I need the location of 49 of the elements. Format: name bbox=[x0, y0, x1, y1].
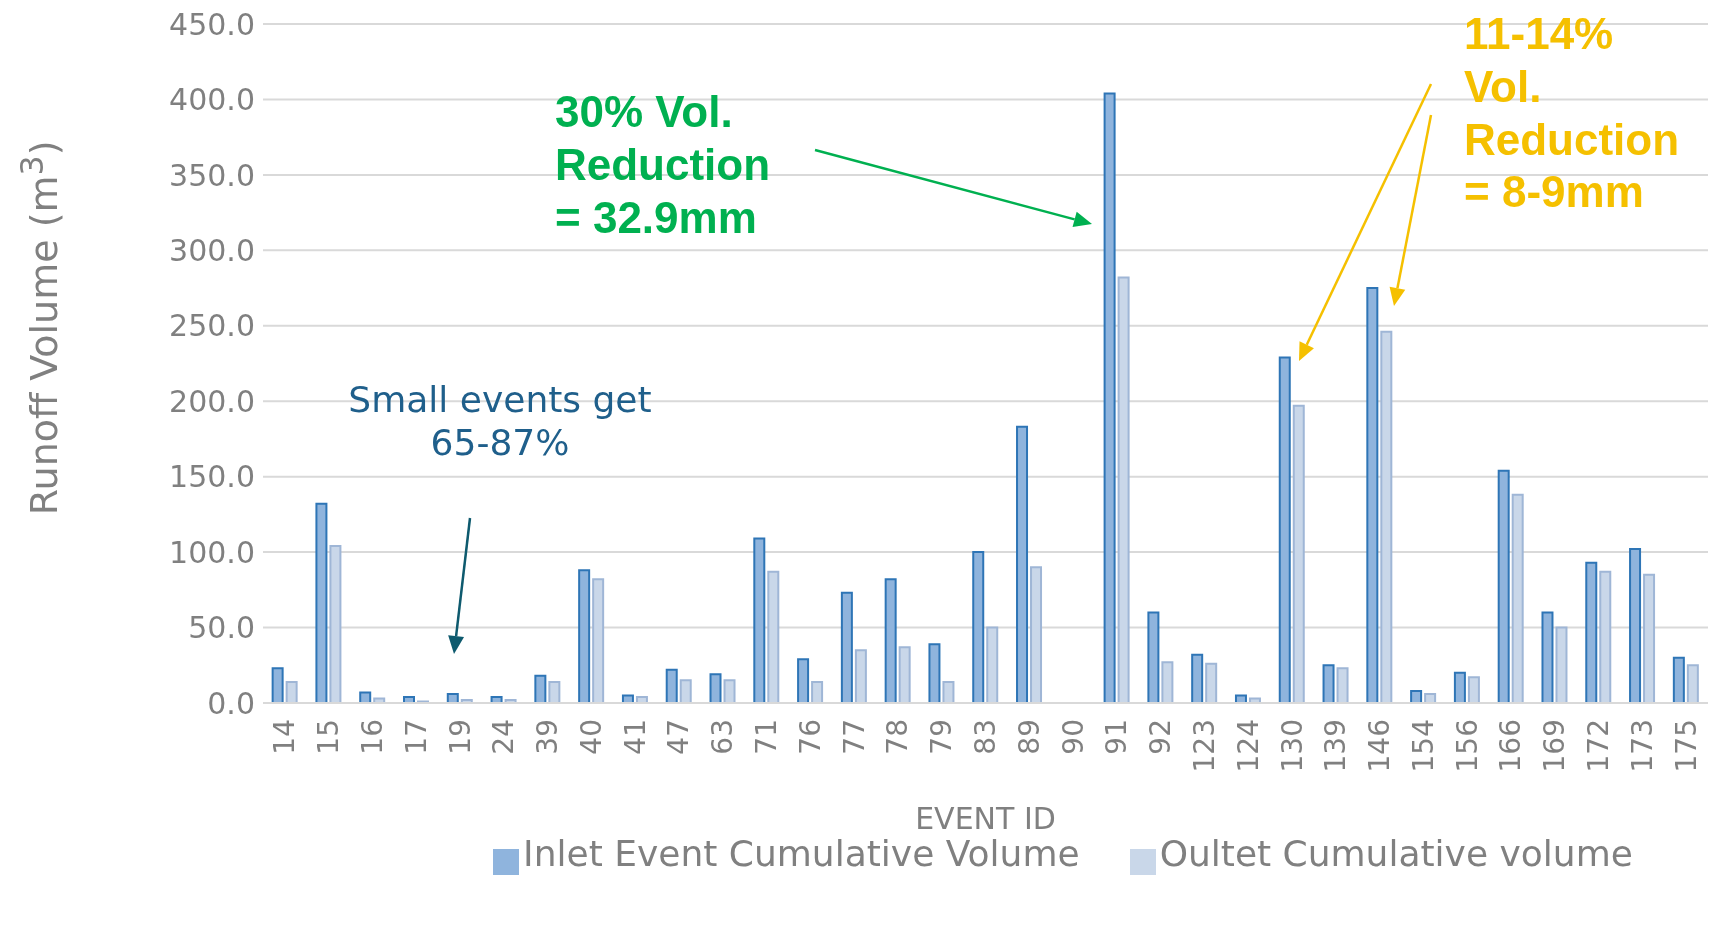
x-tick-label: 169 bbox=[1538, 719, 1572, 773]
x-tick-label: 90 bbox=[1056, 719, 1090, 755]
x-tick-label: 173 bbox=[1625, 719, 1659, 773]
x-tick-label: 14 bbox=[268, 719, 302, 755]
x-tick-label: 172 bbox=[1582, 719, 1616, 773]
y-tick-label: 100.0 bbox=[169, 534, 255, 570]
x-tick-label: 71 bbox=[750, 719, 784, 755]
y-tick-label: 350.0 bbox=[169, 157, 255, 193]
y-tick-label: 50.0 bbox=[188, 610, 255, 646]
annotation: Small events get 65-87% bbox=[347, 378, 653, 465]
x-tick-label: 175 bbox=[1669, 719, 1703, 773]
x-tick-label: 63 bbox=[706, 719, 740, 755]
x-tick-label: 166 bbox=[1494, 719, 1528, 773]
x-tick-label: 139 bbox=[1319, 719, 1353, 773]
y-tick-label: 250.0 bbox=[169, 308, 255, 344]
x-tick-label: 39 bbox=[531, 719, 565, 755]
x-axis-title: EVENT ID bbox=[915, 801, 1056, 836]
x-tick-label: 16 bbox=[355, 719, 389, 755]
x-tick-label: 76 bbox=[793, 719, 827, 755]
annotation: 30% Vol. Reduction = 32.9mm bbox=[555, 86, 772, 244]
x-tick-label: 24 bbox=[487, 719, 521, 755]
y-tick-label: 200.0 bbox=[169, 383, 255, 419]
x-tick-label: 83 bbox=[969, 719, 1002, 755]
x-tick-label: 91 bbox=[1100, 719, 1134, 755]
x-tick-label: 47 bbox=[662, 719, 696, 755]
x-tick-label: 41 bbox=[618, 719, 652, 755]
x-tick-label: 156 bbox=[1450, 719, 1484, 773]
y-tick-label: 400.0 bbox=[169, 82, 255, 118]
y-tick-label: 150.0 bbox=[169, 459, 255, 495]
x-tick-label: 154 bbox=[1406, 719, 1440, 773]
x-tick-label: 77 bbox=[837, 719, 871, 755]
x-tick-label: 89 bbox=[1012, 719, 1046, 755]
x-tick-label: 40 bbox=[574, 719, 608, 755]
x-tick-label: 92 bbox=[1144, 719, 1178, 755]
x-tick-label: 79 bbox=[925, 719, 959, 755]
x-tick-label: 124 bbox=[1231, 719, 1265, 773]
x-tick-label: 15 bbox=[312, 719, 346, 755]
y-tick-label: 0.0 bbox=[207, 685, 255, 721]
y-tick-label: 450.0 bbox=[169, 6, 255, 42]
x-tick-label: 78 bbox=[881, 719, 915, 755]
y-tick-label: 300.0 bbox=[169, 232, 255, 268]
x-tick-label: 19 bbox=[443, 719, 477, 755]
x-tick-label: 17 bbox=[399, 719, 433, 755]
x-tick-label: 146 bbox=[1363, 719, 1397, 773]
x-tick-label: 123 bbox=[1187, 719, 1221, 773]
x-tick-label: 130 bbox=[1275, 719, 1309, 773]
legend-label: Oultet Cumulative volume bbox=[1159, 833, 1633, 874]
legend-label: Inlet Event Cumulative Volume bbox=[523, 833, 1080, 874]
annotation: 11-14% Vol. Reduction = 8-9mm bbox=[1464, 8, 1681, 219]
